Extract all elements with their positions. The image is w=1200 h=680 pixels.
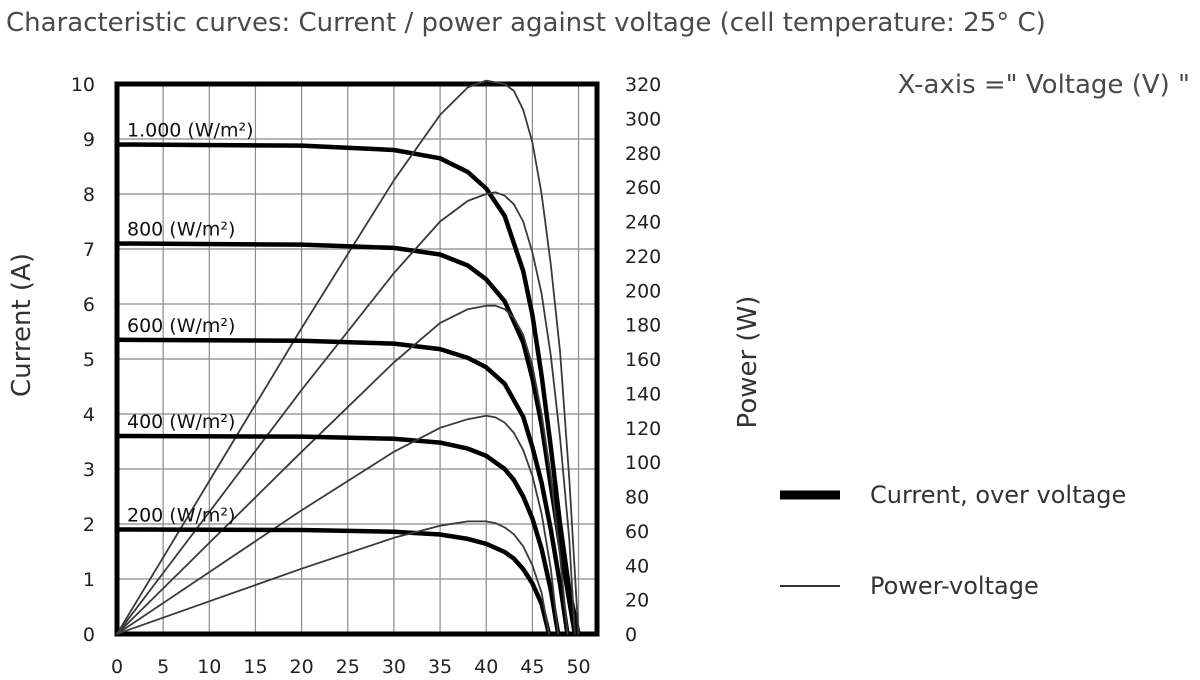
curve-label: 800 (W/m²) <box>127 219 235 241</box>
y-right-tick-label: 80 <box>625 487 649 509</box>
y-right-tick-label: 160 <box>625 349 661 371</box>
y-left-tick-label: 7 <box>83 239 95 261</box>
series-layer <box>114 79 581 637</box>
legend-label-power: Power-voltage <box>870 572 1039 600</box>
series-line-power <box>116 304 569 635</box>
y-right-ticks: 0 20 40 60 80 100 120 140 160 180 200 220 240 260 280 3… <box>625 74 661 646</box>
x-axis-note: X-axis =" Voltage (V) " <box>898 70 1190 100</box>
y-left-ticks: 0 1 2 3 4 5 6 7 8 9 10 <box>71 74 95 646</box>
y-right-tick-label: 320 <box>625 74 661 96</box>
x-tick-label: 15 <box>243 656 267 678</box>
y-left-tick-label: 9 <box>83 129 95 151</box>
legend: Current, over voltage Power-voltage <box>780 481 1126 600</box>
x-tick-label: 0 <box>111 656 123 678</box>
series-line-power <box>116 79 580 635</box>
x-tick-label: 40 <box>474 656 498 678</box>
y-axis-left-label: Current (A) <box>7 253 37 397</box>
x-tick-label: 5 <box>157 656 169 678</box>
y-left-tick-label: 2 <box>83 514 95 536</box>
y-right-tick-label: 0 <box>625 624 637 646</box>
y-right-tick-label: 20 <box>625 590 649 612</box>
y-right-tick-label: 60 <box>625 521 649 543</box>
y-left-tick-label: 0 <box>83 624 95 646</box>
y-right-tick-label: 40 <box>625 555 649 577</box>
y-left-tick-label: 5 <box>83 349 95 371</box>
y-left-tick-label: 3 <box>83 459 95 481</box>
series-line-current <box>114 337 570 637</box>
y-right-tick-label: 180 <box>625 315 661 337</box>
x-tick-label: 50 <box>566 656 590 678</box>
y-right-tick-label: 140 <box>625 383 661 405</box>
curve-label: 600 (W/m²) <box>127 315 235 337</box>
x-tick-label: 20 <box>290 656 314 678</box>
series-line-current <box>114 433 561 637</box>
series-line-power <box>116 414 560 635</box>
curve-label: 200 (W/m²) <box>127 505 235 527</box>
curve-label: 1.000 (W/m²) <box>127 120 254 142</box>
y-right-tick-label: 120 <box>625 418 661 440</box>
x-tick-label: 30 <box>382 656 406 678</box>
x-tick-label: 35 <box>428 656 452 678</box>
y-left-tick-label: 8 <box>83 184 95 206</box>
curve-labels: 1.000 (W/m²) 800 (W/m²) 600 (W/m²) 400 (W/m… <box>127 120 254 527</box>
y-left-tick-label: 10 <box>71 74 95 96</box>
y-left-tick-label: 1 <box>83 569 95 591</box>
x-tick-label: 45 <box>520 656 544 678</box>
legend-label-current: Current, over voltage <box>870 481 1126 509</box>
y-right-tick-label: 220 <box>625 246 661 268</box>
y-right-tick-label: 300 <box>625 108 661 130</box>
curve-label: 400 (W/m²) <box>127 411 235 433</box>
plot-frame <box>114 81 600 637</box>
x-ticks: 0 5 10 15 20 25 30 35 40 45 50 <box>111 656 591 678</box>
y-left-tick-label: 6 <box>83 294 95 316</box>
series-line-current <box>114 142 581 637</box>
x-tick-label: 10 <box>197 656 221 678</box>
y-left-tick-label: 4 <box>83 404 95 426</box>
y-right-tick-label: 280 <box>625 143 661 165</box>
y-right-tick-label: 260 <box>625 177 661 199</box>
chart-title: Characteristic curves: Current / power a… <box>6 8 1046 38</box>
series-line-current <box>114 527 552 637</box>
x-tick-label: 25 <box>336 656 360 678</box>
y-right-tick-label: 200 <box>625 280 661 302</box>
y-right-tick-label: 240 <box>625 212 661 234</box>
y-axis-right-label: Power (W) <box>733 296 763 429</box>
series-line-power <box>116 191 576 635</box>
series-line-power <box>116 520 550 635</box>
y-right-tick-label: 100 <box>625 452 661 474</box>
